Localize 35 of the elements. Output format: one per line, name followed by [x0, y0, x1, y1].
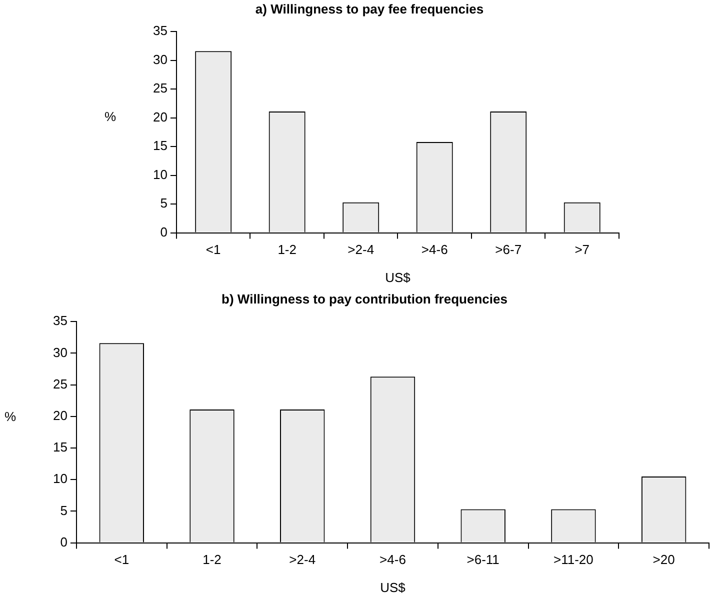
x-tick-label: >4-6 — [421, 242, 448, 258]
chart-title: a) Willingness to pay fee frequencies — [255, 1, 484, 16]
y-axis-title: % — [104, 108, 116, 124]
y-tick-label: 25 — [52, 376, 68, 392]
x-tick-label: <1 — [114, 552, 130, 568]
x-tick-label: >7 — [574, 242, 590, 258]
y-tick-label: 20 — [152, 109, 168, 124]
y-tick-label: 5 — [60, 502, 68, 518]
x-tick-label: >11-20 — [554, 552, 594, 568]
chart-title: b) Willingness to pay contribution frequencies — [222, 291, 508, 306]
x-axis-title: US$ — [385, 270, 412, 285]
y-tick-label: 5 — [160, 196, 168, 211]
y-tick-label: 15 — [152, 138, 168, 154]
x-tick-label: 1-2 — [202, 552, 222, 568]
x-tick-label: >6-11 — [466, 552, 500, 568]
y-tick-label: 35 — [152, 23, 168, 38]
x-tick-label: >20 — [652, 552, 675, 568]
y-tick-label: 30 — [152, 52, 168, 67]
x-tick-label: >2-4 — [348, 242, 374, 258]
y-tick-label: 20 — [52, 408, 68, 423]
y-tick-label: 10 — [52, 471, 68, 486]
y-axis-title: % — [4, 408, 16, 424]
y-tick-label: 15 — [52, 440, 68, 455]
y-tick-label: 0 — [160, 224, 168, 240]
x-tick-label: >6-7 — [495, 242, 522, 258]
x-axis-title: US$ — [380, 580, 406, 595]
y-tick-label: 0 — [60, 534, 68, 550]
y-tick-label: 10 — [152, 166, 168, 182]
x-tick-label: >2-4 — [289, 552, 316, 568]
y-tick-label: 30 — [52, 344, 68, 360]
x-tick-label: 1-2 — [278, 242, 296, 258]
x-tick-label: >4-6 — [380, 552, 406, 568]
y-tick-label: 35 — [52, 313, 68, 328]
x-tick-label: <1 — [206, 242, 221, 258]
y-tick-label: 25 — [152, 80, 168, 96]
